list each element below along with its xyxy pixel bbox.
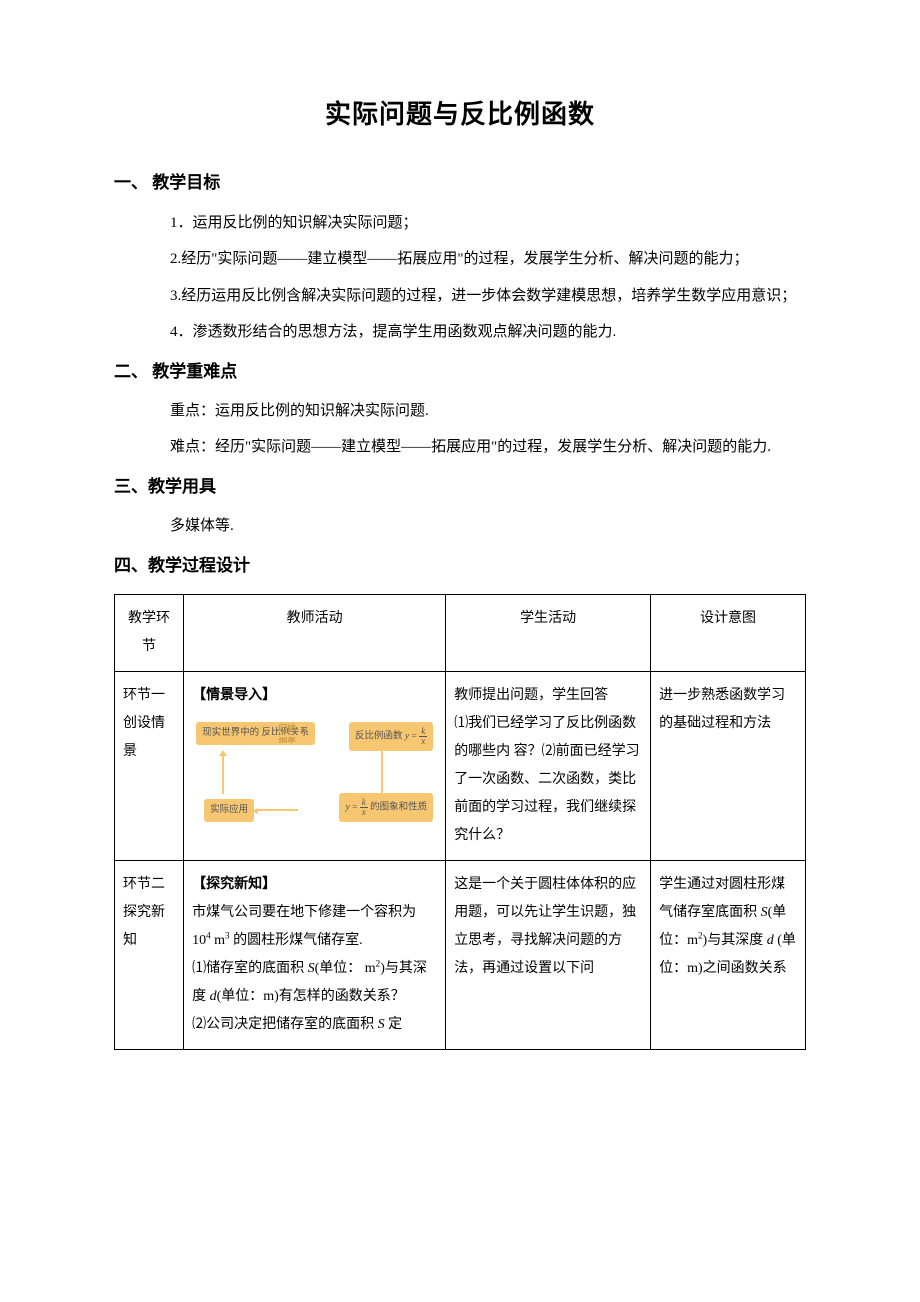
diagram-arrow-h1 [298, 732, 304, 738]
th-stage: 教学环节 [115, 595, 184, 672]
r2-intent: 学生通过对圆柱形煤气储存室底面积 S(单位：m2)与其深度 d (单位：m)之间… [651, 861, 806, 1050]
r2-q1-S: S [308, 961, 315, 976]
r2-teacher: 【探究新知】 市煤气公司要在地下修建一个容积为 104 m3 的圆柱形煤气储存室… [184, 861, 446, 1050]
r2-q2: ⑵公司决定把储存室的底面积 S 定 [192, 1011, 437, 1039]
r2-q2-pre: ⑵公司决定把储存室的底面积 [192, 1017, 378, 1032]
r2-intent-S: S [761, 905, 768, 920]
section1-heading: 一、 教学目标 [114, 167, 806, 199]
flow-diagram: 现实世界中的 反比例关系 反比例函数 y = kx 实际应用 y = kx 的图… [192, 712, 437, 832]
table-row: 环节二探究新知 【探究新知】 市煤气公司要在地下修建一个容积为 104 m3 的… [115, 861, 806, 1050]
diagram-arrow-h2l [252, 808, 258, 814]
section4-heading: 四、教学过程设计 [114, 550, 806, 582]
r1-teacher-label: 【情景导入】 [192, 688, 276, 703]
s2-item2-line1: 难点：经历"实际问题——建立模型——拓展应用"的过程，发展学生分析、解决问题的能… [170, 430, 806, 465]
diagram-arrow-v2d [378, 794, 386, 800]
r2-stage: 环节二探究新知 [115, 861, 184, 1050]
section3-heading: 三、教学用具 [114, 471, 806, 503]
th-teacher: 教师活动 [184, 595, 446, 672]
s3-item1: 多媒体等. [170, 509, 806, 544]
n4-frac: kx [360, 798, 368, 817]
r2-teacher-label: 【探究新知】 [192, 877, 276, 892]
s2-item1: 重点：运用反比例的知识解决实际问题. [170, 394, 806, 429]
r2-q1-unit-pre: (单位： m [315, 961, 376, 976]
r2-q1-end: (单位：m)有怎样的函数关系？ [217, 989, 405, 1004]
table-row: 环节一创设情景 【情景导入】 现实世界中的 反比例关系 反比例函数 y = kx… [115, 672, 806, 861]
r2-q1-d: d [210, 989, 217, 1004]
r1-student: 教师提出问题，学生回答 ⑴我们已经学习了反比例函数的哪些内 容？⑵前面已经学习了… [446, 672, 651, 861]
s1-item4: 4．渗透数形结合的思想方法，提高学生用函数观点解决问题的能力. [170, 315, 806, 350]
r2-q1-pre: ⑴储存室的底面积 [192, 961, 308, 976]
table-header-row: 教学环节 教师活动 学生活动 设计意图 [115, 595, 806, 672]
n4-math-y: y [345, 803, 349, 813]
th-intent: 设计意图 [651, 595, 806, 672]
diagram-node-3: 实际应用 [204, 799, 254, 822]
th-student: 学生活动 [446, 595, 651, 672]
s1-item1: 1．运用反比例的知识解决实际问题； [170, 206, 806, 241]
n2-pre: 反比例函数 [355, 732, 405, 742]
diagram-line-h1 [268, 735, 298, 737]
r2-intent-unit-post: )与其深度 [703, 933, 767, 948]
r1-stage: 环节一创设情景 [115, 672, 184, 861]
page-title: 实际问题与反比例函数 [114, 90, 806, 139]
s1-item3: 3.经历运用反比例含解决实际问题的过程，进一步体会数学建模思想，培养学生数学应用… [170, 279, 806, 314]
r2-q2-post: 定 [385, 1017, 403, 1032]
diagram-line-v2 [381, 750, 383, 796]
r2-intent-d: d [767, 933, 774, 948]
r1-intent: 进一步熟悉函数学习的基础过程和方法 [651, 672, 806, 861]
process-table: 教学环节 教师活动 学生活动 设计意图 环节一创设情景 【情景导入】 现实世界中… [114, 594, 806, 1050]
section2-heading: 二、 教学重难点 [114, 356, 806, 388]
diagram-node-4: y = kx 的图象和性质 [339, 793, 433, 822]
diagram-line-v1 [222, 754, 224, 794]
r2-teacher-body: 市煤气公司要在地下修建一个容积为 104 m3 的圆柱形煤气储存室. [192, 899, 437, 955]
diagram-label-top: 归纳 抽象 [278, 723, 296, 745]
r2-student: 这是一个关于圆柱体体积的应用题，可以先让学生识题，独立思考，寻找解决问题的方法，… [446, 861, 651, 1050]
n2-math-y: y [405, 732, 409, 742]
r2-q2-S: S [378, 1017, 385, 1032]
r2-body-mid1: m [211, 933, 225, 948]
r2-q1: ⑴储存室的底面积 S(单位： m2)与其深度 d(单位：m)有怎样的函数关系？ [192, 955, 437, 1011]
n2-frac: kx [419, 727, 427, 746]
lbl1: 归纳 [278, 723, 296, 733]
n4-mid: 的图象和性质 [368, 803, 427, 813]
diagram-arrow-v1u [219, 750, 227, 756]
r1-teacher: 【情景导入】 现实世界中的 反比例关系 反比例函数 y = kx 实际应用 y … [184, 672, 446, 861]
diagram-line-h2 [258, 809, 298, 811]
n2-frac-den: x [419, 737, 427, 746]
s1-item2: 2.经历"实际问题——建立模型——拓展应用"的过程，发展学生分析、解决问题的能力… [170, 242, 806, 277]
n4-frac-den: x [360, 808, 368, 817]
r2-body-post: 的圆柱形煤气储存室. [230, 933, 363, 948]
diagram-node-2: 反比例函数 y = kx [349, 722, 433, 751]
s2-item2-text: 难点：经历"实际问题——建立模型——拓展应用"的过程，发展学生分析、解决问题的能… [170, 439, 771, 455]
